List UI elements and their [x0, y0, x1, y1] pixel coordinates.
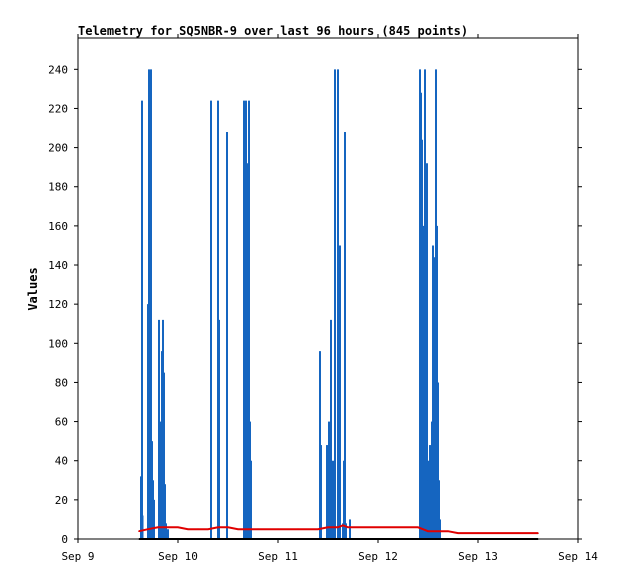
y-tick-label: 140	[48, 259, 68, 272]
data-point	[217, 526, 219, 529]
data-point	[517, 532, 519, 534]
x-tick-label: Sep 10	[158, 550, 198, 563]
series-2	[138, 538, 539, 540]
y-tick-label: 40	[55, 455, 68, 468]
data-point	[138, 530, 140, 532]
y-tick-label: 220	[48, 102, 68, 115]
data-point	[167, 526, 169, 529]
y-tick-label: 20	[55, 494, 68, 507]
data-point	[437, 530, 439, 532]
data-point	[377, 526, 379, 529]
x-tick-label: Sep 14	[558, 550, 598, 563]
data-point	[247, 528, 249, 531]
data-point	[157, 526, 159, 529]
y-tick-label: 240	[48, 63, 68, 76]
y-tick-label: 200	[48, 142, 68, 155]
data-point	[397, 526, 399, 529]
y-axis: 0 20 40 60 80 100 120 140 160 180 200 220 240	[48, 63, 582, 546]
data-point	[317, 528, 319, 531]
x-tick-label: Sep 13	[458, 550, 498, 563]
data-point	[187, 528, 189, 531]
x-tick-label: Sep 11	[258, 550, 298, 563]
data-point	[138, 538, 140, 540]
data-point	[537, 538, 539, 540]
data-point	[537, 532, 539, 534]
data-point	[177, 526, 179, 529]
y-tick-label: 100	[48, 337, 68, 350]
y-tick-label: 0	[61, 533, 68, 546]
series-0	[140, 69, 441, 539]
y-tick-label: 180	[48, 181, 68, 194]
data-point	[327, 526, 329, 529]
data-point	[337, 526, 339, 529]
series-layer	[138, 69, 539, 540]
data-point	[497, 532, 499, 534]
data-point	[257, 528, 259, 531]
y-tick-label: 60	[55, 416, 68, 429]
data-point	[197, 528, 199, 531]
y-tick-label: 160	[48, 220, 68, 233]
data-point	[297, 528, 299, 531]
data-point	[447, 530, 449, 532]
data-point	[277, 528, 279, 531]
data-point	[207, 528, 209, 531]
data-point	[347, 526, 349, 529]
data-point	[237, 528, 239, 531]
y-tick-label: 120	[48, 298, 68, 311]
data-point	[422, 528, 424, 531]
x-tick-label: Sep 12	[358, 550, 398, 563]
x-tick-label: Sep 9	[61, 550, 94, 563]
y-axis-label: Values	[26, 267, 40, 310]
data-point	[417, 526, 419, 529]
data-point	[147, 528, 149, 531]
data-point	[427, 530, 429, 532]
data-point	[357, 526, 359, 529]
y-tick-label: 80	[55, 376, 68, 389]
chart-title: Telemetry for SQ5NBR-9 over last 96 hour…	[78, 24, 468, 38]
data-point	[342, 524, 344, 527]
data-point	[477, 532, 479, 534]
series-1	[138, 524, 539, 535]
data-point	[227, 526, 229, 529]
data-point	[457, 532, 459, 534]
